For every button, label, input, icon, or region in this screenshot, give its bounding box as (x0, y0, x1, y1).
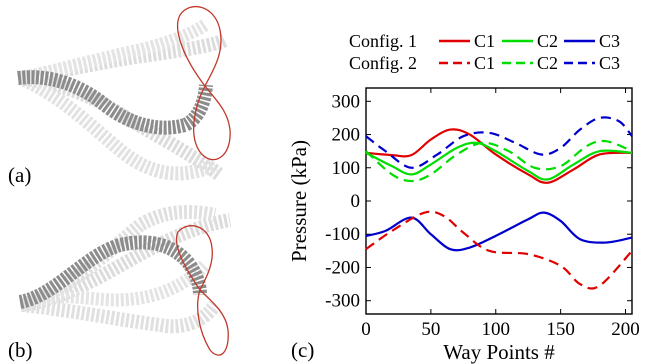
panel-label-b: (b) (8, 338, 33, 362)
ghost-arm (17, 71, 218, 181)
robot-arm (17, 70, 213, 135)
legend-entry-config2-c1: C1 (474, 53, 495, 73)
ghost-arm (21, 298, 221, 334)
ghost-arm (18, 19, 209, 85)
y-tick-label: -300 (325, 291, 360, 312)
legend-entry-config1-c2: C2 (537, 31, 558, 51)
series-line-config2-c2 (365, 139, 633, 183)
robot-arm (18, 235, 207, 309)
legend-row-label-config2: Config. 2 (349, 53, 417, 73)
legend-entry-config1-c3: C3 (599, 31, 620, 51)
y-tick-label: 100 (332, 158, 361, 179)
robot-illustration-b: (b) (8, 205, 232, 362)
x-tick-label: 150 (546, 319, 575, 340)
y-axis-title: Pressure (kPa) (287, 140, 311, 262)
trajectory-curve (176, 6, 231, 161)
legend: Config. 1 C1 C2 C3 Config. 2 C1 C2 C3 (349, 31, 620, 73)
ghost-arm (20, 213, 232, 312)
series-line-config1-c3 (365, 211, 633, 252)
series-line-config2-c3 (365, 116, 633, 169)
x-axis-title: Way Points # (443, 340, 555, 364)
legend-row-label-config1: Config. 1 (349, 31, 417, 51)
series-layer (365, 116, 633, 290)
y-tick-label: -200 (325, 257, 360, 278)
series-line-config1-c2 (365, 141, 633, 181)
x-tick-label: 0 (361, 319, 371, 340)
x-tick-label: 100 (482, 319, 511, 340)
y-tick-label: 200 (332, 125, 361, 146)
ghost-arm (19, 71, 225, 181)
series-line-config2-c1 (365, 210, 633, 290)
axis-ticks: 0 50 100 150 200 300 200 100 0 -100 -200 -300 (325, 88, 640, 340)
legend-entry-config2-c3: C3 (599, 53, 620, 73)
x-tick-label: 200 (611, 319, 640, 340)
y-tick-label: 0 (351, 191, 361, 212)
legend-entry-config1-c1: C1 (474, 31, 495, 51)
trajectory-curve (175, 225, 229, 356)
legend-entry-config2-c2: C2 (537, 53, 558, 73)
x-tick-label: 50 (421, 319, 440, 340)
pressure-plot: 0 50 100 150 200 300 200 100 0 -100 -200 -300 Way P… (287, 87, 640, 364)
y-tick-label: 300 (332, 91, 361, 112)
robot-illustration-a: (a) (8, 6, 231, 187)
ghost-arm (18, 33, 229, 85)
panel-label-a: (a) (8, 163, 31, 187)
y-tick-label: -100 (325, 224, 360, 245)
panel-label-c: (c) (291, 338, 314, 362)
series-line-config1-c1 (365, 128, 633, 184)
ghost-arm (19, 260, 210, 312)
